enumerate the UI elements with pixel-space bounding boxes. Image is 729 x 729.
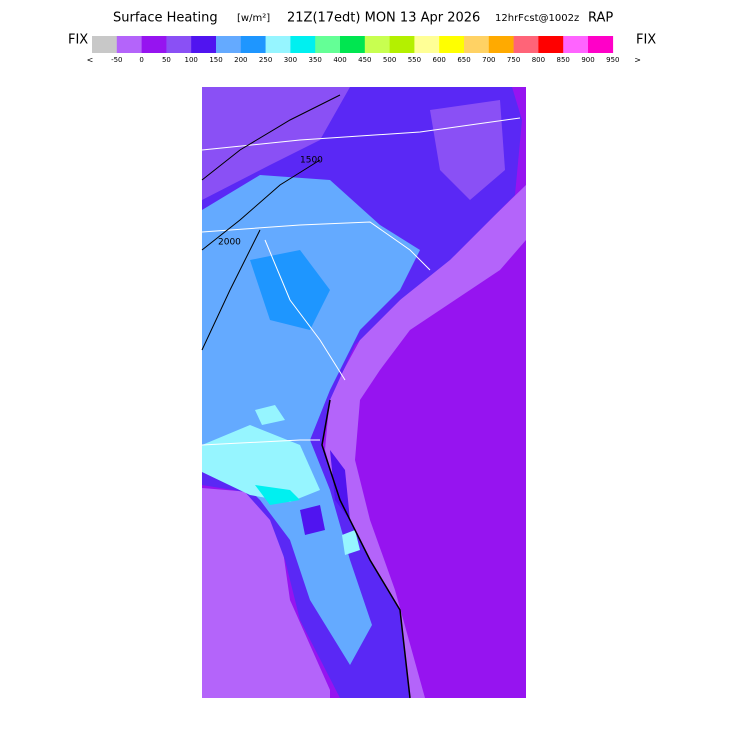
legend-swatch	[166, 36, 192, 53]
contour-label: 2000	[218, 238, 241, 248]
legend-swatch	[563, 36, 589, 53]
region	[202, 175, 420, 665]
legend-swatch	[389, 36, 415, 53]
legend-label: 150	[209, 56, 222, 64]
forecast: 12hrFcst@1002z	[495, 13, 579, 24]
legend-label: >	[634, 56, 641, 65]
state-line	[201, 117, 521, 151]
legend-swatch	[216, 36, 242, 53]
legend-label: 650	[457, 56, 470, 64]
region	[300, 505, 325, 535]
legend-label: 750	[507, 56, 520, 64]
legend-label: 850	[557, 56, 570, 64]
legend-label: 300	[284, 56, 297, 64]
legend-swatch	[92, 36, 118, 53]
legend-label: 950	[606, 56, 619, 64]
state-line	[264, 239, 346, 381]
legend-label: 550	[408, 56, 421, 64]
legend-label: 50	[162, 56, 171, 64]
legend-swatch	[488, 36, 514, 53]
legend-swatch	[240, 36, 266, 53]
legend-swatch	[315, 36, 341, 53]
legend-label: 450	[358, 56, 371, 64]
legend-swatch	[414, 36, 440, 53]
legend-label: -50	[111, 56, 122, 64]
legend-swatch	[141, 36, 167, 53]
legend-swatch	[364, 36, 390, 53]
legend-label: 350	[309, 56, 322, 64]
color-legend: < -50 0 50 100 150 200 250 300 350 400 450 500 550 600…	[87, 36, 641, 65]
contour	[201, 229, 261, 351]
legend-label: 500	[383, 56, 396, 64]
legend-swatch	[265, 36, 291, 53]
fix-right: FIX	[636, 33, 656, 48]
region	[255, 405, 285, 425]
region	[255, 485, 300, 505]
legend-label: <	[87, 56, 94, 65]
contour	[201, 159, 321, 251]
legend-swatch	[191, 36, 217, 53]
contour-label: 1500	[300, 156, 323, 166]
legend-swatch	[439, 36, 465, 53]
gulf-band	[202, 488, 330, 698]
state-line	[201, 439, 320, 446]
legend-label: 900	[581, 56, 594, 64]
legend-label: 250	[259, 56, 272, 64]
title: Surface Heating	[113, 11, 218, 26]
state-line	[201, 221, 431, 271]
coastline	[321, 399, 411, 699]
legend-label: 400	[333, 56, 346, 64]
legend-label: 0	[139, 56, 143, 64]
fix-left: FIX	[68, 33, 88, 48]
legend-swatch	[513, 36, 539, 53]
valid-time: 21Z(17edt) MON 13 Apr 2026	[287, 11, 480, 26]
region	[202, 425, 320, 502]
contour	[201, 94, 341, 181]
region	[250, 250, 330, 330]
legend-swatch	[538, 36, 564, 53]
units: [w/m²]	[237, 13, 270, 24]
region	[330, 450, 350, 520]
region	[430, 100, 505, 200]
legend-label: 800	[532, 56, 545, 64]
legend-label: 600	[433, 56, 446, 64]
legend-label: 200	[234, 56, 247, 64]
region	[202, 87, 350, 200]
legend-swatch	[340, 36, 366, 53]
legend-swatch	[464, 36, 490, 53]
legend-swatch	[116, 36, 142, 53]
legend-label: 700	[482, 56, 495, 64]
legend-label: 100	[185, 56, 198, 64]
legend-swatch	[588, 36, 614, 53]
region	[342, 530, 360, 555]
model: RAP	[588, 11, 613, 26]
legend-swatch	[290, 36, 316, 53]
map: 2000 1500	[201, 87, 526, 699]
